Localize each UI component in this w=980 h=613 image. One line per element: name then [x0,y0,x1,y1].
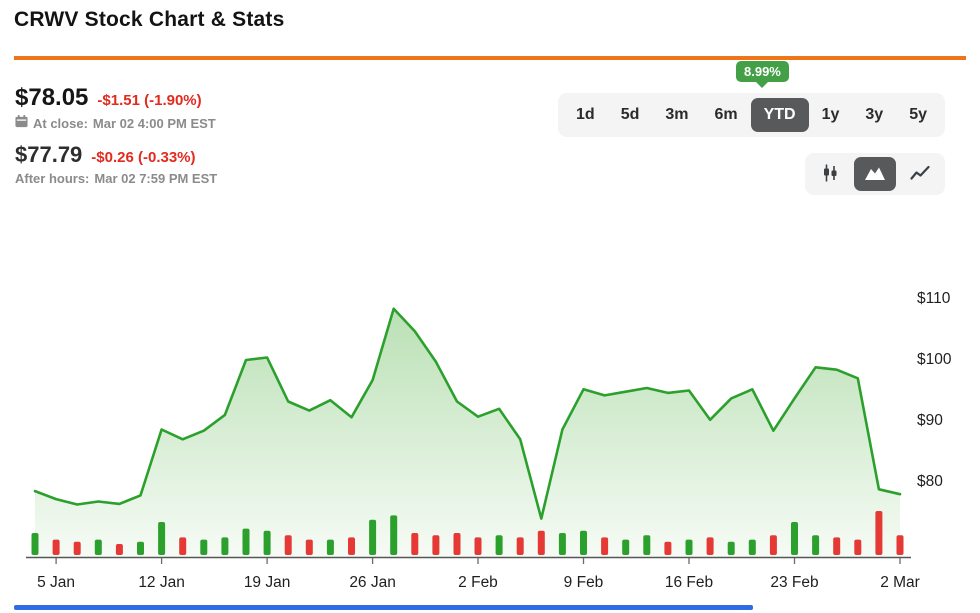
volume-bar [158,522,166,555]
volume-bar [812,535,820,555]
candlestick-chart-icon [820,163,840,186]
x-axis-label: 26 Jan [349,574,396,591]
volume-bar [664,541,672,555]
range-button-6m[interactable]: 6m [701,98,750,132]
price-line-series [33,307,902,520]
close-label: At close: [33,115,88,131]
range-button-5y[interactable]: 5y [896,98,940,132]
volume-bar [685,539,693,555]
volume-bar [558,533,566,555]
volume-bars [31,511,904,555]
chart-type-candlestick-button[interactable] [809,157,851,191]
volume-bar [390,515,398,555]
volume-bar [179,537,187,555]
volume-bar [833,537,841,555]
after-hours-time: Mar 02 7:59 PM EST [94,171,218,186]
x-axis-label: 2 Mar [880,574,920,591]
volume-bar [137,541,144,555]
volume-bar [432,535,440,555]
quote-block: $78.05 -$1.51 (-1.90%) At close: Mar 02 … [15,84,217,186]
volume-bar [200,539,208,555]
page-title: CRWV Stock Chart & Stats [14,8,285,31]
calendar-icon [15,115,28,131]
y-axis-label: $80 [917,473,943,490]
volume-bar [52,539,60,555]
range-selector: 1d 5d 3m 6m YTD 1y 3y 5y [558,93,945,137]
range-button-3y[interactable]: 3y [852,98,896,132]
x-axis-label: 5 Jan [37,574,75,591]
volume-bar [875,511,883,555]
volume-bar [94,539,102,555]
after-hours-time-row: After hours: Mar 02 7:59 PM EST [15,171,217,186]
volume-bar [727,541,735,555]
volume-bar [284,535,292,555]
orange-divider [14,56,966,60]
volume-bar [348,537,355,555]
x-axis-label: 9 Feb [564,574,604,591]
x-axis-ticks [55,558,901,564]
range-button-1y[interactable]: 1y [809,98,853,132]
range-button-ytd[interactable]: YTD [750,98,809,132]
price-area-series [35,308,900,557]
y-axis-label: $90 [917,412,943,429]
close-time-row: At close: Mar 02 4:00 PM EST [15,115,217,131]
horizontal-scrollbar-thumb[interactable] [14,605,753,610]
y-axis-labels: $80 $90 $100 $110 [917,290,952,490]
volume-bar [326,539,334,555]
volume-bar [369,519,377,555]
volume-bar [748,539,756,555]
volume-bar [516,537,524,555]
close-change: -$1.51 (-1.90%) [97,92,202,109]
volume-bar [453,533,461,555]
x-axis-label: 12 Jan [138,574,185,591]
volume-bar [791,522,798,555]
after-hours-price-row: $77.79 -$0.26 (-0.33%) [15,142,217,168]
volume-bar [643,535,651,555]
after-hours-label: After hours: [15,171,90,186]
volume-bar [896,535,904,555]
ytd-change-badge: 8.99% [736,61,789,88]
volume-bar [622,539,630,555]
volume-bar [601,537,609,555]
volume-bar [305,539,313,555]
x-axis-labels: 5 Jan 12 Jan 19 Jan 26 Jan 2 Feb 9 Feb 16 Feb 2… [37,574,920,591]
x-axis-label: 2 Feb [458,574,498,591]
volume-bar [854,539,862,555]
volume-bar [706,537,714,555]
volume-bar [769,535,777,555]
volume-bar [115,544,123,555]
after-hours-change: -$0.26 (-0.33%) [91,149,196,166]
volume-bar [474,537,482,555]
x-axis-label: 16 Feb [665,574,713,591]
range-button-5d[interactable]: 5d [608,98,653,132]
volume-bar [580,530,587,555]
range-button-3m[interactable]: 3m [652,98,701,132]
range-button-1d[interactable]: 1d [563,98,608,132]
volume-bar [242,528,250,555]
close-price-row: $78.05 -$1.51 (-1.90%) [15,84,217,112]
volume-bar [495,535,503,555]
y-axis-label: $110 [917,290,951,307]
price-chart-canvas[interactable]: 5 Jan 12 Jan 19 Jan 26 Jan 2 Feb 9 Feb 16 Feb 2… [14,246,966,596]
x-axis-label: 19 Jan [244,574,291,591]
volume-bar [73,541,81,555]
chart-type-selector [805,153,945,195]
chart-type-line-button[interactable] [899,157,941,191]
ytd-change-value: 8.99% [744,64,781,79]
close-time: Mar 02 4:00 PM EST [92,115,216,131]
after-hours-price: $77.79 [15,142,83,167]
close-price: $78.05 [15,84,89,111]
volume-bar [31,533,39,555]
mountain-chart-icon [864,165,886,184]
price-chart[interactable]: 5 Jan 12 Jan 19 Jan 26 Jan 2 Feb 9 Feb 16 Feb 2… [14,246,966,596]
chart-type-mountain-button[interactable] [854,157,896,191]
y-axis-label: $100 [917,351,952,368]
volume-bar [537,530,545,555]
volume-bar [263,530,271,555]
volume-bar [411,533,419,555]
x-axis-label: 23 Feb [770,574,818,591]
line-chart-icon [910,165,930,184]
volume-bar [221,537,229,555]
